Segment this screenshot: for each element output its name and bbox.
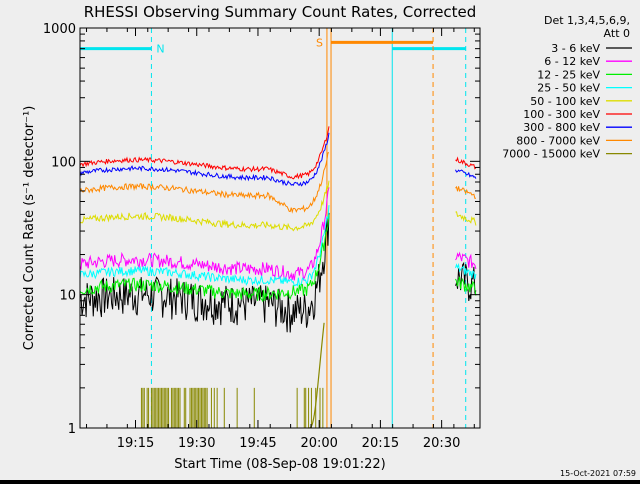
series-line-3 <box>79 205 330 287</box>
plot-frame <box>79 27 481 429</box>
y-tick-label-3: 1000 <box>43 22 76 37</box>
legend-label-7: 800 - 7000 keV <box>516 134 600 147</box>
x-axis-label: Start Time (08-Sep-08 19:01:22) <box>174 457 385 472</box>
x-tick-label-4: 20:15 <box>362 436 399 451</box>
legend-header-line1: Det 1,3,4,5,6,9, <box>544 14 630 27</box>
legend-header-line2: Att 0 <box>604 27 630 40</box>
night-flag-label: N <box>156 43 164 56</box>
series-line-after-0 <box>455 261 477 302</box>
legend-label-3: 25 - 50 keV <box>537 82 600 95</box>
x-tick-label-5: 20:30 <box>423 436 460 451</box>
x-tick-label-3: 20:00 <box>300 436 337 451</box>
footer-date: 15-Oct-2021 07:59 <box>560 469 636 478</box>
series-line-after-5 <box>455 156 477 170</box>
y-tick-label-1: 10 <box>59 289 76 304</box>
legend-label-1: 6 - 12 keV <box>544 55 600 68</box>
legend-label-0: 3 - 6 keV <box>551 42 600 55</box>
legend-label-8: 7000 - 15000 keV <box>502 148 600 161</box>
series-line-after-3 <box>455 262 477 280</box>
series-line-after-2 <box>455 276 477 296</box>
series-line-after-1 <box>455 251 477 270</box>
series-line-0 <box>79 212 330 333</box>
y-tick-label-2: 100 <box>51 155 76 170</box>
series-line-1 <box>79 187 330 282</box>
legend-label-5: 100 - 300 keV <box>523 108 600 121</box>
legend-label-4: 50 - 100 keV <box>530 95 600 108</box>
series-line-5 <box>79 126 330 180</box>
saa-flag-label: S <box>316 36 323 49</box>
series-line-7 <box>79 152 330 214</box>
y-axis-label: Corrected Count Rate (s⁻¹ detector⁻¹) <box>22 106 37 351</box>
series-line-2 <box>79 214 330 303</box>
series-line-after-6 <box>455 169 477 179</box>
series-line-6 <box>79 132 330 187</box>
y-tick-label-0: 1 <box>68 422 76 437</box>
chart-title: RHESSI Observing Summary Count Rates, Co… <box>84 3 477 21</box>
series-line-after-4 <box>455 211 477 226</box>
legend-label-6: 300 - 800 keV <box>523 121 600 134</box>
series-line-4 <box>79 180 330 232</box>
x-tick-label-1: 19:30 <box>178 436 215 451</box>
x-tick-label-2: 19:45 <box>239 436 276 451</box>
series-line-after-7 <box>455 185 476 199</box>
x-tick-label-0: 19:15 <box>117 436 154 451</box>
legend-label-2: 12 - 25 keV <box>537 68 600 81</box>
